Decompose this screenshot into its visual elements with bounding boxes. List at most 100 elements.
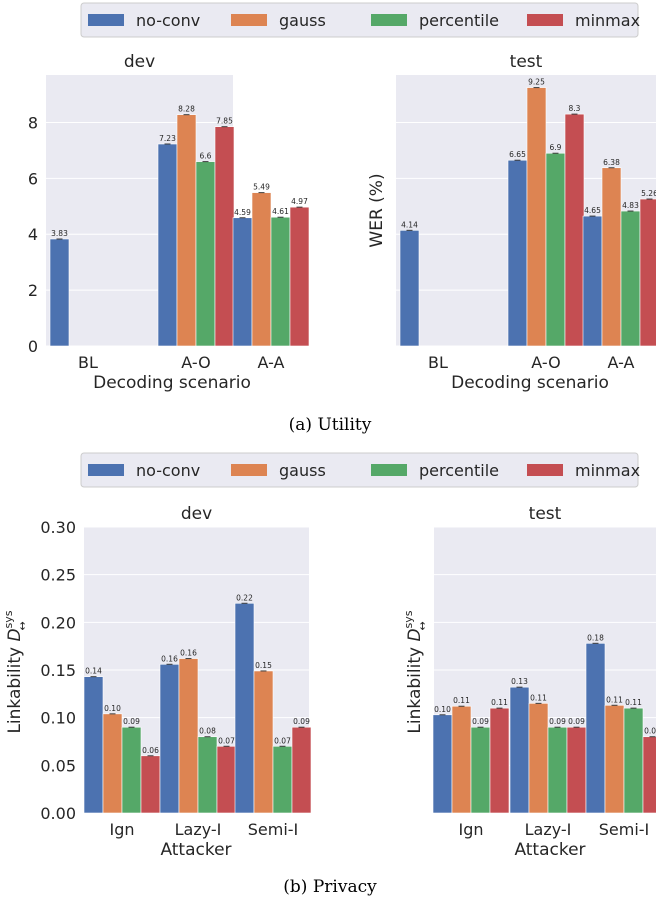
bar-privacy-test-Lazy-I-no-conv	[509, 686, 530, 814]
bar-value-label-utility-dev-A-O-minmax: 7.85	[216, 117, 233, 126]
legend-swatch-no-conv	[88, 14, 124, 26]
bar-value-label-utility-dev-A-A-no-conv: 4.59	[234, 208, 251, 217]
bar-value-label-privacy-test-Lazy-I-percentile: 0.09	[549, 717, 566, 726]
bar-value-label-utility-dev-A-O-percentile: 6.6	[200, 152, 212, 161]
legend-label-percentile: percentile	[419, 461, 499, 480]
bar-privacy-dev-Semi-I-no-conv	[234, 602, 255, 814]
xtick-label-privacy-test-Lazy-I: Lazy-I	[525, 820, 572, 839]
chart-privacy-dev: 0.00 0.05 0.10 0.15 0.20 0.25 0.30 dev Linkabili…	[2, 504, 312, 860]
bar-utility-test-A-O-no-conv	[507, 159, 528, 347]
bar-privacy-dev-Ign-percentile	[121, 726, 142, 814]
bar-value-label-privacy-dev-Ign-gauss: 0.10	[104, 704, 121, 713]
bar-utility-dev-A-O-minmax	[214, 126, 235, 347]
bar-value-label-privacy-test-Semi-I-minmax: 0.08	[644, 727, 656, 736]
xtick-label-privacy-dev-Semi-I: Semi-I	[248, 820, 299, 839]
chart-title-utility-test: test	[510, 52, 543, 72]
bar-value-label-utility-dev-A-A-percentile: 4.61	[272, 207, 289, 216]
bar-privacy-test-Ign-percentile	[470, 726, 491, 814]
bar-value-label-privacy-dev-Lazy-I-gauss: 0.16	[180, 649, 197, 658]
bar-value-label-utility-test-A-O-gauss: 9.25	[528, 78, 545, 87]
legend-label-minmax: minmax	[575, 11, 640, 30]
xtick-label-privacy-dev-Lazy-I: Lazy-I	[175, 820, 222, 839]
bar-privacy-dev-Semi-I-percentile	[272, 745, 293, 814]
bar-privacy-dev-Semi-I-minmax	[291, 726, 312, 814]
bar-value-label-privacy-test-Semi-I-no-conv: 0.18	[587, 633, 604, 642]
legend-swatch-gauss	[231, 14, 267, 26]
bar-value-label-privacy-dev-Semi-I-gauss: 0.15	[255, 661, 272, 670]
bar-value-label-privacy-test-Lazy-I-gauss: 0.11	[530, 693, 547, 702]
bar-utility-test-A-O-gauss	[526, 87, 547, 347]
legend-swatch-gauss	[231, 464, 267, 476]
ytick-label-privacy-dev-6: 0.30	[40, 518, 76, 537]
bar-utility-dev-A-O-no-conv	[157, 143, 178, 347]
bar-utility-test-A-A-percentile	[620, 210, 641, 347]
bar-value-label-privacy-dev-Semi-I-percentile: 0.07	[274, 736, 291, 745]
bar-utility-dev-A-A-gauss	[251, 192, 272, 347]
bar-privacy-dev-Lazy-I-gauss	[178, 658, 199, 814]
bar-value-label-utility-dev-A-A-minmax: 4.97	[291, 197, 308, 206]
bar-value-label-utility-dev-A-A-gauss: 5.49	[253, 183, 270, 192]
bar-privacy-dev-Lazy-I-no-conv	[159, 663, 180, 814]
bar-value-label-privacy-dev-Ign-no-conv: 0.14	[85, 667, 102, 676]
bar-value-label-utility-test-A-O-no-conv: 6.65	[509, 150, 526, 159]
ytick-label-privacy-dev-5: 0.25	[40, 566, 76, 585]
bar-value-label-privacy-test-Lazy-I-no-conv: 0.13	[511, 677, 528, 686]
legend-label-percentile: percentile	[419, 11, 499, 30]
xtick-label-privacy-test-Semi-I: Semi-I	[599, 820, 650, 839]
bar-value-label-privacy-dev-Lazy-I-minmax: 0.07	[218, 736, 235, 745]
bar-utility-test-BL-no-conv	[399, 230, 420, 347]
xtick-label-utility-test-BL: BL	[428, 353, 448, 372]
bar-privacy-test-Lazy-I-minmax	[566, 726, 587, 814]
chart-utility-dev: 02468devWER (%)Decoding scenario3.83BL7.…	[28, 52, 310, 393]
legend-utility: no-conv gauss percentile minmax	[80, 2, 640, 38]
legend-swatch-percentile	[371, 14, 407, 26]
ytick-label-utility-dev-2: 4	[28, 225, 38, 244]
ytick-label-privacy-dev-2: 0.10	[40, 709, 76, 728]
legend-swatch-minmax	[527, 464, 563, 476]
bar-privacy-test-Lazy-I-percentile	[547, 726, 568, 814]
bar-privacy-test-Ign-no-conv	[432, 714, 453, 814]
xtick-label-utility-dev-A-O: A-O	[181, 353, 210, 372]
legend-label-no-conv: no-conv	[136, 461, 200, 480]
legend-label-gauss: gauss	[279, 461, 326, 480]
bar-privacy-test-Ign-minmax	[489, 707, 510, 814]
bar-value-label-utility-dev-BL-no-conv: 3.83	[51, 229, 68, 238]
xtick-label-privacy-test-Ign: Ign	[458, 820, 483, 839]
bar-utility-test-A-O-percentile	[545, 152, 566, 347]
bar-value-label-privacy-test-Ign-gauss: 0.11	[453, 696, 470, 705]
legend-privacy: no-conv gauss percentile minmax	[80, 452, 640, 488]
ytick-label-privacy-dev-4: 0.20	[40, 613, 76, 632]
xtick-label-privacy-dev-Ign: Ign	[109, 820, 134, 839]
bar-value-label-privacy-test-Ign-percentile: 0.09	[472, 717, 489, 726]
legend-utility-frame	[80, 2, 639, 38]
bar-utility-test-A-A-no-conv	[582, 215, 603, 347]
xlabel-utility-dev: Decoding scenario	[93, 373, 251, 393]
ylabel-privacy-test: Linkability Dsys↔	[402, 610, 429, 733]
bar-value-label-privacy-test-Ign-minmax: 0.11	[491, 698, 508, 707]
bar-utility-dev-A-A-minmax	[289, 206, 310, 347]
legend-label-gauss: gauss	[279, 11, 326, 30]
legend-swatch-no-conv	[88, 464, 124, 476]
ytick-label-utility-dev-0: 0	[28, 337, 38, 356]
ytick-label-utility-dev-3: 6	[28, 169, 38, 188]
bar-utility-dev-A-O-gauss	[176, 114, 197, 347]
bar-privacy-test-Ign-gauss	[451, 705, 472, 814]
legend-privacy-frame	[80, 452, 639, 488]
xlabel-privacy-dev: Attacker	[160, 840, 231, 860]
xtick-label-utility-dev-A-A: A-A	[258, 353, 285, 372]
bar-privacy-dev-Ign-minmax	[140, 755, 161, 814]
bar-utility-dev-BL-no-conv	[49, 238, 70, 347]
ytick-label-privacy-dev-1: 0.05	[40, 756, 76, 775]
bar-privacy-dev-Semi-I-gauss	[253, 670, 274, 814]
bar-privacy-dev-Ign-no-conv	[83, 676, 104, 814]
bar-privacy-dev-Lazy-I-percentile	[197, 736, 218, 814]
caption-privacy: (b) Privacy	[283, 877, 377, 897]
xlabel-utility-test: Decoding scenario	[451, 373, 609, 393]
ytick-label-utility-dev-4: 8	[28, 113, 38, 132]
chart-utility-test: test WER (%) Decoding scenario 4.14 BL 6.65 9.…	[367, 52, 656, 393]
bar-value-label-utility-test-A-A-gauss: 6.38	[603, 158, 620, 167]
xlabel-privacy-test: Attacker	[514, 840, 585, 860]
bar-value-label-privacy-test-Semi-I-percentile: 0.11	[625, 698, 642, 707]
